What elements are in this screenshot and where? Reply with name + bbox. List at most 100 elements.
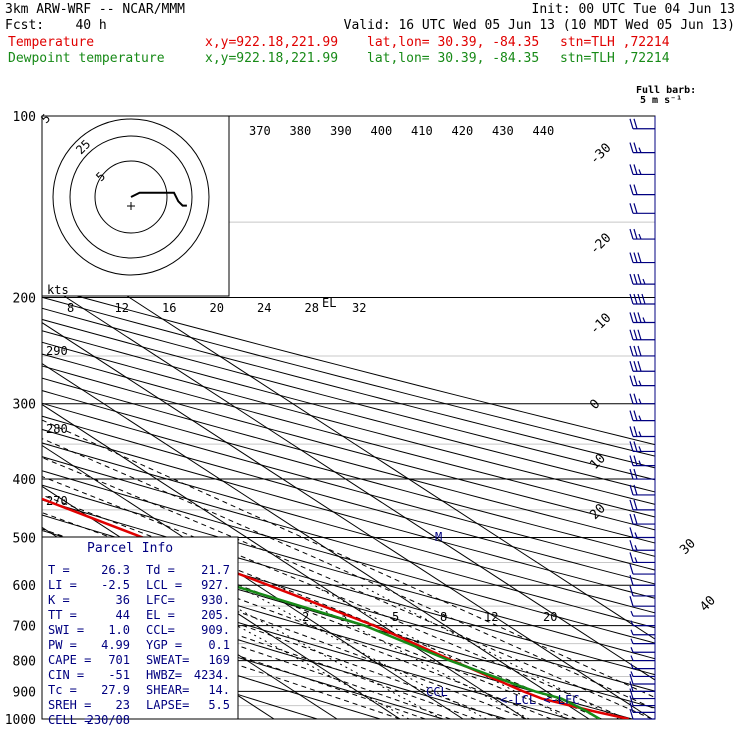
barb-flag: [629, 596, 634, 607]
barb-half-flag: [630, 671, 634, 677]
hodograph-trace: [130, 191, 187, 207]
barb-half-flag: [638, 233, 642, 240]
wind-barb: [629, 455, 655, 467]
parcel-key: PW =: [48, 638, 77, 652]
barb-flag: [633, 468, 638, 480]
wind-barb: [629, 273, 655, 285]
wind-barb: [629, 426, 655, 438]
wind-barb: [630, 647, 655, 653]
pressure-tick-label: 400: [13, 473, 36, 488]
storm-motion-mark: [127, 202, 135, 210]
parcel-key: TT =: [48, 608, 77, 622]
barb-flag: [629, 142, 634, 153]
inset-scale-label: 12: [115, 301, 129, 315]
wind-barb: [629, 441, 655, 453]
barb-half-flag: [634, 545, 638, 551]
dry-adiabat: [42, 428, 655, 599]
wind-barb: [629, 410, 655, 422]
barb-flag: [629, 164, 634, 175]
barb-half-flag: [642, 317, 646, 323]
barb-flag: [629, 345, 634, 357]
barb-flag: [633, 484, 638, 496]
wind-barb: [630, 663, 655, 670]
parcel-key: HWBZ=: [146, 668, 182, 682]
wind-barb: [629, 293, 655, 305]
moist-adiabat: [42, 528, 552, 719]
dry-adiabat: [42, 613, 381, 719]
dry-adiabat: [42, 562, 570, 719]
theta-label: 370: [249, 124, 271, 138]
barb-flag: [629, 563, 634, 575]
wind-barb: [629, 673, 655, 685]
barb-flag: [637, 361, 642, 372]
isotherm-label: 10: [587, 451, 609, 473]
forecast-hour: Fcst: 40 h: [5, 18, 107, 33]
isotherm-line: [42, 322, 653, 719]
barb-flag: [629, 361, 634, 372]
inset-scale-label: 32: [352, 301, 366, 315]
barb-flag: [629, 484, 634, 496]
barb-flag: [633, 142, 638, 153]
barb-flag: [633, 203, 638, 214]
dry-adiabat: [42, 307, 655, 469]
barb-flag: [629, 585, 634, 597]
wind-barb: [629, 585, 655, 597]
barb-flag: [633, 252, 638, 263]
barb-flag: [629, 513, 634, 525]
ccl-annotation: CCL: [426, 685, 448, 699]
temperature-station: stn=TLH ,72214: [560, 35, 670, 50]
barb-half-flag: [630, 663, 634, 669]
parcel-value: 930.: [201, 593, 230, 607]
wind-barb: [629, 484, 655, 496]
pressure-tick-label: 1000: [5, 713, 36, 728]
barb-flag: [633, 499, 638, 511]
barb-flag: [629, 228, 634, 240]
barb-flag: [629, 681, 634, 692]
pressure-tick-label: 300: [13, 398, 36, 413]
parcel-value: 0.1: [208, 638, 230, 652]
wind-barb: [629, 540, 655, 551]
barb-flag: [633, 329, 638, 340]
barb-half-flag: [638, 431, 642, 437]
moist-adiabat: [42, 600, 401, 719]
barb-flag: [629, 468, 634, 480]
wind-barb: [630, 655, 655, 662]
barb-flag: [633, 426, 638, 437]
wind-barb: [629, 708, 655, 720]
init-time: Init: 00 UTC Tue 04 Jun 13: [531, 2, 736, 17]
dry-adiabat: [42, 330, 655, 493]
barb-flag: [629, 527, 634, 538]
temperature-xy: x,y=922.18,221.99: [205, 35, 339, 50]
barb-flag: [637, 252, 642, 263]
barb-flag: [629, 673, 634, 685]
parcel-key: CCL=: [146, 623, 175, 637]
dry-adiabat: [42, 341, 655, 505]
parcel-value: 4234.: [194, 668, 230, 682]
isotherm-label: 40: [697, 593, 719, 615]
mixing-ratio-label: 5: [392, 610, 399, 624]
parcel-value: 27.9: [101, 683, 130, 697]
barb-flag: [629, 203, 634, 214]
parcel-value: -2.5: [101, 578, 130, 592]
dry-adiabat: [42, 442, 655, 614]
theta-label: 420: [452, 124, 474, 138]
hodograph-ring: [94, 160, 168, 234]
barb-flag: [629, 426, 634, 437]
wind-barb: [629, 228, 655, 240]
dry-adiabat: [42, 596, 444, 719]
wind-barb: [630, 638, 655, 645]
barb-flag: [629, 312, 634, 323]
mixing-ratio-label: 12: [484, 610, 498, 624]
barb-flag: [629, 708, 634, 720]
parcel-key: CAPE =: [48, 653, 91, 667]
theta-label: 290: [46, 344, 68, 358]
isotherm-label: 30: [677, 536, 699, 558]
barb-half-flag: [638, 415, 642, 421]
barb-flag: [629, 393, 634, 404]
barb-flag: [629, 375, 634, 386]
parcel-value: 4.99: [101, 638, 130, 652]
wind-barbs: [629, 116, 656, 720]
parcel-key: T =: [48, 563, 70, 577]
parcel-info-title: Parcel Info: [87, 541, 173, 556]
